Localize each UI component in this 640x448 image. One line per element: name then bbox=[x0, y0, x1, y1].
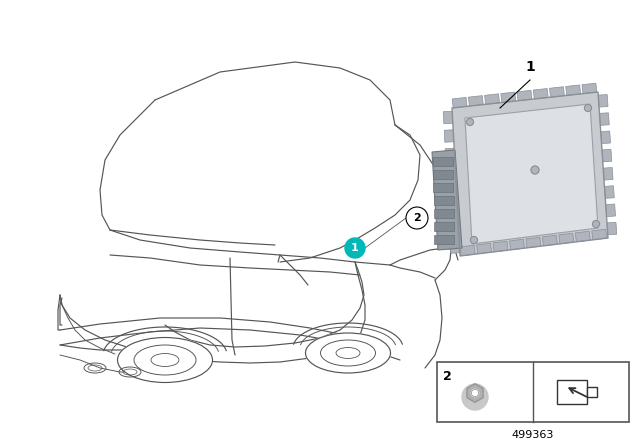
Polygon shape bbox=[602, 149, 612, 162]
Polygon shape bbox=[575, 231, 590, 242]
Polygon shape bbox=[447, 185, 457, 198]
Polygon shape bbox=[443, 111, 453, 124]
Circle shape bbox=[467, 119, 474, 125]
Polygon shape bbox=[600, 113, 609, 125]
Polygon shape bbox=[543, 235, 557, 246]
Circle shape bbox=[462, 384, 488, 410]
FancyBboxPatch shape bbox=[557, 380, 587, 404]
Polygon shape bbox=[501, 92, 516, 103]
Text: 1: 1 bbox=[351, 243, 359, 253]
Text: 499363: 499363 bbox=[512, 430, 554, 440]
Text: 2: 2 bbox=[413, 213, 421, 223]
Text: 2: 2 bbox=[443, 370, 452, 383]
FancyBboxPatch shape bbox=[433, 183, 453, 192]
Polygon shape bbox=[604, 186, 614, 198]
Polygon shape bbox=[605, 204, 616, 217]
Circle shape bbox=[593, 220, 600, 228]
Polygon shape bbox=[444, 130, 454, 142]
FancyBboxPatch shape bbox=[433, 156, 453, 166]
FancyBboxPatch shape bbox=[434, 222, 454, 231]
FancyBboxPatch shape bbox=[434, 236, 454, 245]
Ellipse shape bbox=[305, 333, 390, 373]
Circle shape bbox=[584, 104, 591, 112]
Text: 1: 1 bbox=[525, 60, 535, 74]
Polygon shape bbox=[598, 95, 608, 107]
Polygon shape bbox=[509, 239, 525, 250]
Circle shape bbox=[406, 207, 428, 229]
Polygon shape bbox=[448, 204, 458, 216]
Polygon shape bbox=[468, 95, 483, 106]
FancyBboxPatch shape bbox=[437, 362, 629, 422]
Circle shape bbox=[471, 389, 479, 396]
Polygon shape bbox=[566, 85, 580, 95]
Polygon shape bbox=[592, 229, 607, 240]
Polygon shape bbox=[449, 222, 459, 235]
Polygon shape bbox=[452, 97, 467, 108]
Polygon shape bbox=[517, 90, 532, 101]
Polygon shape bbox=[533, 89, 548, 99]
Polygon shape bbox=[493, 241, 508, 252]
Circle shape bbox=[470, 237, 477, 244]
Polygon shape bbox=[559, 233, 574, 244]
Polygon shape bbox=[582, 83, 597, 94]
FancyBboxPatch shape bbox=[587, 387, 597, 397]
FancyBboxPatch shape bbox=[433, 170, 453, 179]
Polygon shape bbox=[607, 222, 617, 235]
Polygon shape bbox=[445, 148, 455, 161]
Polygon shape bbox=[604, 168, 613, 180]
FancyBboxPatch shape bbox=[434, 209, 454, 218]
Circle shape bbox=[345, 238, 365, 258]
Polygon shape bbox=[484, 94, 499, 104]
Polygon shape bbox=[446, 167, 456, 179]
Polygon shape bbox=[467, 383, 483, 402]
FancyBboxPatch shape bbox=[433, 196, 454, 205]
Polygon shape bbox=[550, 87, 564, 97]
Polygon shape bbox=[450, 241, 460, 253]
Polygon shape bbox=[526, 237, 541, 248]
Polygon shape bbox=[452, 92, 608, 256]
Circle shape bbox=[531, 166, 539, 174]
Polygon shape bbox=[460, 245, 475, 256]
Polygon shape bbox=[477, 243, 492, 254]
Polygon shape bbox=[432, 150, 462, 250]
Ellipse shape bbox=[118, 337, 212, 383]
Polygon shape bbox=[601, 131, 611, 144]
Polygon shape bbox=[465, 104, 598, 244]
